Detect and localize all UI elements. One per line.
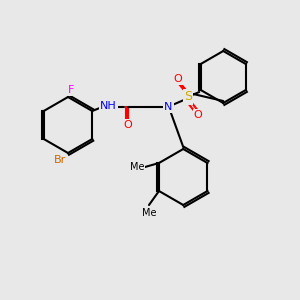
- Text: O: O: [124, 120, 133, 130]
- Text: O: O: [174, 74, 183, 84]
- Text: NH: NH: [100, 101, 117, 111]
- Text: N: N: [164, 102, 172, 112]
- Text: F: F: [68, 85, 74, 95]
- Text: Me: Me: [130, 162, 144, 172]
- Text: O: O: [194, 110, 203, 120]
- Text: Me: Me: [142, 208, 156, 218]
- Text: Br: Br: [54, 155, 66, 165]
- Text: S: S: [184, 91, 192, 103]
